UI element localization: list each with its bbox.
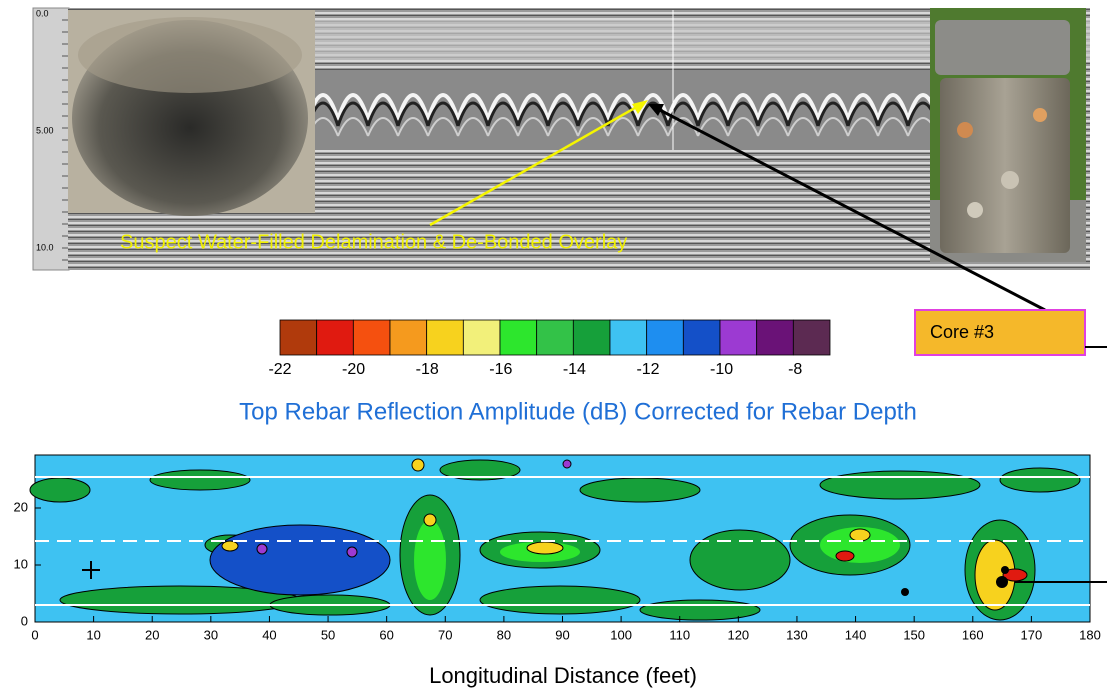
x-tick-label: 60	[379, 627, 393, 642]
x-tick-label: 160	[962, 627, 984, 642]
colorbar-label: -16	[489, 361, 512, 378]
colorbar-cell	[536, 319, 574, 356]
x-tick-label: 120	[727, 627, 749, 642]
x-tick-label: 50	[321, 627, 335, 642]
x-tick-label: 40	[262, 627, 276, 642]
colorbar-cell	[316, 319, 354, 356]
y-tick-label: 0	[21, 613, 28, 628]
photo-hole	[68, 10, 315, 216]
annotation: Suspect Water-Filled Delamination & De-B…	[120, 231, 627, 253]
x-tick-label: 180	[1079, 627, 1101, 642]
y-tick-label: 20	[14, 499, 28, 514]
x-tick-label: 90	[555, 627, 569, 642]
colorbar-cell	[462, 319, 501, 356]
x-tick-label: 0	[31, 627, 38, 642]
x-tick-label: 140	[845, 627, 867, 642]
colorbar-cell	[499, 319, 538, 356]
photo-core	[930, 8, 1086, 262]
colorbar-label: -10	[710, 361, 733, 378]
x-tick-label: 20	[145, 627, 159, 642]
depth-tick-label: 0.0	[36, 8, 49, 18]
black-arrow	[655, 106, 1046, 312]
colorbar-cell	[426, 319, 464, 356]
colorbar-label: -8	[788, 361, 802, 378]
callout-box	[914, 309, 1086, 356]
colorbar-label: -14	[563, 361, 586, 378]
colorbar-label: -22	[268, 361, 291, 378]
colorbar-cell	[682, 319, 721, 356]
x-tick-label: 10	[86, 627, 100, 642]
colorbar-cell	[352, 319, 391, 356]
x-tick-label: 130	[786, 627, 808, 642]
x-axis-label: Longitudinal Distance (feet)	[429, 663, 697, 688]
x-tick-label: 80	[497, 627, 511, 642]
colorbar: -22 -20 -18 -16 -14 -12 -10 -8	[268, 319, 831, 378]
colorbar-cell	[792, 319, 831, 356]
colorbar-cell	[279, 319, 318, 356]
colorbar-cell	[756, 319, 794, 356]
yellow-arrowhead	[632, 100, 648, 114]
x-tick-label: 110	[669, 627, 690, 642]
contour-map	[29, 454, 1107, 623]
colorbar-label: -18	[416, 361, 439, 378]
depth-tick-label: 10.0	[36, 242, 54, 252]
depth-ticks: 0.0 5.00 10.0	[36, 8, 68, 261]
colorbar-label: -20	[342, 361, 365, 378]
colorbar-cell	[572, 319, 611, 356]
y-tick-label: 10	[14, 556, 28, 571]
x-tick-label: 70	[438, 627, 452, 642]
yellow-arrow	[429, 103, 641, 227]
depth-tick-label: 5.00	[36, 125, 54, 135]
map-title: Top Rebar Reflection Amplitude (dB) Corr…	[239, 398, 917, 425]
map-ticks: 0 10 20 30 40 50 60 70 80 90 100 110 120 130 140 150 160…	[14, 499, 1101, 642]
x-tick-label: 100	[610, 627, 632, 642]
colorbar-cell	[389, 319, 428, 356]
colorbar-label: -12	[636, 361, 659, 378]
x-tick-label: 30	[204, 627, 218, 642]
colorbar-cell	[646, 319, 684, 356]
callout-text: Core #3	[930, 322, 994, 342]
x-tick-label: 170	[1021, 627, 1043, 642]
colorbar-cell	[719, 319, 758, 356]
black-arrowhead	[648, 104, 664, 116]
x-tick-label: 150	[903, 627, 925, 642]
colorbar-cell	[609, 319, 648, 356]
